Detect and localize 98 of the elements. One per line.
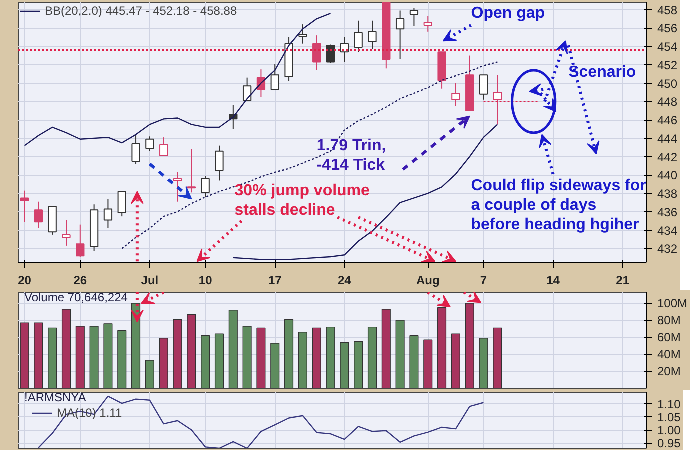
x-tick-label: 26: [74, 274, 88, 288]
y-tick-label: 444: [658, 132, 678, 146]
bar: [479, 338, 488, 388]
bar: [340, 342, 350, 388]
y-tick-label: 456: [658, 22, 678, 36]
bar: [424, 340, 433, 388]
y-tick-label: 1.00: [658, 424, 682, 438]
legend-label: BB(20,2.0) 445.47 - 452.18 - 458.88: [45, 4, 238, 18]
candlestick: [34, 201, 43, 230]
bar: [62, 309, 72, 388]
bar: [48, 328, 58, 388]
candlestick: [396, 10, 405, 60]
x-tick-label: 20: [18, 274, 32, 288]
bar: [118, 330, 127, 388]
bar: [326, 326, 336, 388]
bar: [159, 338, 168, 388]
annotation: 30% jump volume stalls decline: [234, 182, 370, 220]
y-tick-label: 80M: [658, 314, 681, 328]
bar: [298, 332, 308, 388]
bar: [312, 328, 322, 388]
candlestick: [187, 148, 196, 194]
annotation: Could flip sideways for a couple of days before heading hgiher: [471, 177, 646, 234]
bar: [90, 326, 99, 388]
y-tick-label: 1.05: [658, 410, 682, 424]
y-tick-label: 1.10: [658, 397, 682, 412]
bar: [228, 310, 238, 388]
bar: [284, 319, 294, 388]
bar: [201, 335, 210, 388]
candlestick: [298, 24, 308, 44]
candlestick: [20, 190, 30, 223]
y-tick-label: 436: [658, 205, 678, 220]
candlestick: [118, 191, 126, 218]
x-tick-label: 17: [268, 274, 282, 288]
y-tick-label: 438: [658, 187, 678, 202]
annotation: Open gap: [471, 5, 546, 22]
y-tick-label: 452: [658, 58, 678, 72]
x-tick-label: 24: [338, 274, 352, 288]
annotation: 1.79 Trin, -414 Tick: [316, 138, 386, 174]
bar: [396, 320, 405, 388]
bar: [34, 322, 44, 388]
y-tick-label: 100M: [658, 296, 688, 311]
candlestick: [201, 176, 210, 198]
candlestick: [312, 35, 322, 71]
candlestick: [354, 20, 363, 53]
y-tick-label: 458: [658, 3, 678, 18]
bar: [354, 341, 364, 388]
bar: [368, 326, 378, 388]
y-tick-label: 432: [658, 242, 678, 256]
y-tick-label: 450: [658, 76, 678, 91]
bar: [20, 322, 30, 388]
candlestick: [242, 77, 252, 102]
y-tick-label: 0.95: [658, 436, 682, 450]
candlestick: [146, 136, 154, 152]
y-tick-label: 442: [658, 150, 678, 164]
y-tick-label: 60M: [658, 330, 681, 345]
bar: [451, 334, 460, 388]
y-tick-label: 434: [658, 224, 678, 238]
bar: [145, 360, 154, 388]
candlestick: [62, 220, 71, 246]
bar: [187, 314, 196, 388]
bar: [214, 334, 224, 388]
candlestick: [368, 20, 377, 50]
candlestick: [160, 137, 168, 156]
bar: [410, 335, 419, 388]
chart-title: !ARMSNYA: [24, 390, 86, 404]
chart-title: Volume 70,646,224: [24, 290, 128, 304]
x-tick-label: 7: [480, 274, 488, 288]
y-tick-label: 40M: [658, 348, 681, 362]
candlestick: [104, 198, 113, 230]
y-tick-label: 446: [658, 114, 678, 128]
bar: [173, 319, 182, 388]
y-tick-label: 454: [658, 40, 678, 54]
x-tick-label: Aug: [416, 274, 440, 288]
candlestick: [173, 172, 182, 202]
candlestick: [270, 64, 280, 90]
candlestick: [493, 74, 502, 126]
candlestick: [479, 74, 488, 100]
y-tick-label: 448: [658, 95, 678, 110]
bar: [76, 326, 85, 388]
candlestick: [215, 145, 224, 182]
annotation: Scenario: [568, 64, 636, 81]
candlestick: [452, 82, 460, 107]
candlestick: [76, 224, 85, 258]
x-tick-label: 10: [198, 274, 213, 288]
bar: [256, 328, 266, 388]
bar: [270, 343, 280, 388]
candlestick: [424, 16, 432, 32]
bar: [382, 309, 391, 388]
bar: [104, 324, 113, 388]
y-tick-label: 20M: [658, 364, 681, 379]
x-tick-label: Jul: [141, 274, 159, 288]
x-tick-label: 14: [546, 274, 560, 288]
candlestick: [410, 8, 419, 27]
candlestick: [132, 134, 140, 165]
x-tick-label: 21: [616, 274, 630, 288]
y-tick-label: 440: [658, 168, 678, 183]
bar: [493, 328, 502, 388]
bar: [242, 326, 252, 388]
